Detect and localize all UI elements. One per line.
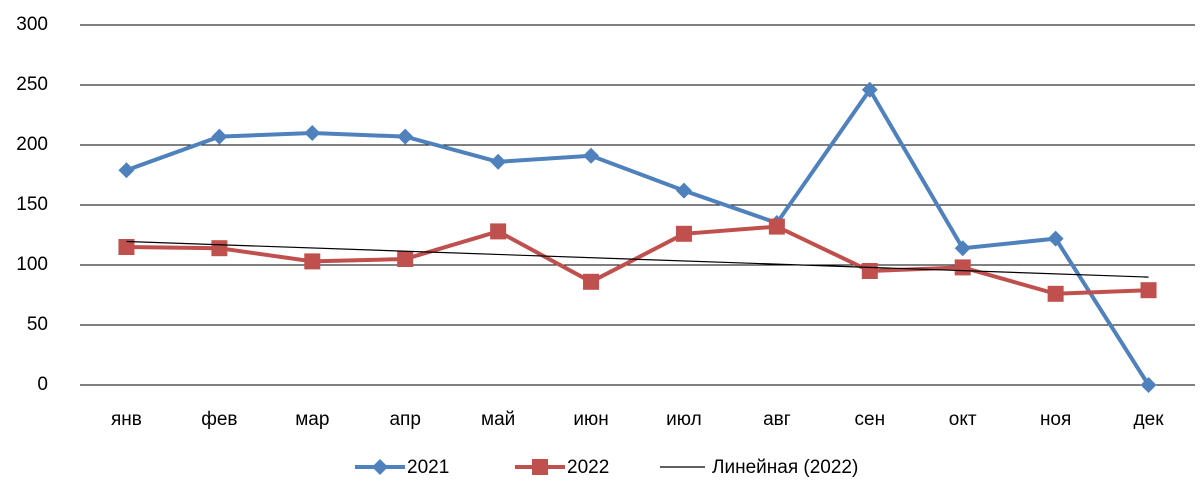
- x-tick-label: июл: [666, 409, 702, 430]
- marker: [583, 147, 600, 164]
- x-tick-label: фев: [201, 409, 237, 430]
- marker: [211, 240, 228, 257]
- series-line: [126, 224, 1149, 296]
- y-tick-label: 250: [16, 74, 48, 95]
- marker: [954, 259, 971, 276]
- marker: [397, 251, 414, 267]
- marker: [304, 125, 321, 141]
- x-tick-label: окт: [949, 409, 977, 430]
- x-tick-label: авг: [763, 409, 791, 430]
- marker: [861, 263, 878, 279]
- marker: [372, 459, 388, 475]
- x-tick-label: сен: [855, 409, 886, 430]
- x-tick-label: дек: [1134, 409, 1165, 430]
- x-tick-label: май: [481, 409, 515, 430]
- marker: [211, 128, 228, 145]
- marker: [118, 239, 135, 255]
- y-tick-label: 300: [16, 14, 48, 35]
- marker: [490, 153, 507, 170]
- x-tick-label: апр: [389, 409, 420, 430]
- legend-label: Линейная (2022): [712, 457, 858, 478]
- marker: [675, 225, 692, 242]
- marker: [861, 81, 878, 98]
- marker: [1140, 377, 1157, 393]
- y-tick-label: 150: [16, 194, 48, 215]
- marker: [304, 253, 321, 270]
- x-tick-label: июн: [573, 409, 608, 430]
- series-line: [125, 86, 1151, 387]
- y-tick-label: 200: [16, 134, 48, 155]
- marker: [490, 223, 507, 240]
- x-tick-label: мар: [295, 409, 329, 430]
- y-tick-label: 50: [27, 314, 48, 335]
- marker: [954, 240, 971, 257]
- marker: [118, 162, 135, 179]
- y-tick-label: 100: [16, 254, 48, 275]
- marker: [768, 218, 785, 235]
- legend-label: 2022: [567, 457, 609, 478]
- trendline: [126, 240, 1149, 278]
- marker: [675, 182, 692, 199]
- legend-label: 2021: [407, 457, 449, 478]
- y-tick-label: 0: [37, 374, 48, 395]
- marker: [1047, 230, 1064, 247]
- marker: [1140, 282, 1157, 299]
- x-tick-label: янв: [111, 409, 142, 430]
- marker: [583, 273, 600, 290]
- marker: [532, 459, 548, 475]
- marker: [1047, 285, 1064, 302]
- x-tick-label: ноя: [1040, 409, 1071, 430]
- marker: [397, 128, 414, 145]
